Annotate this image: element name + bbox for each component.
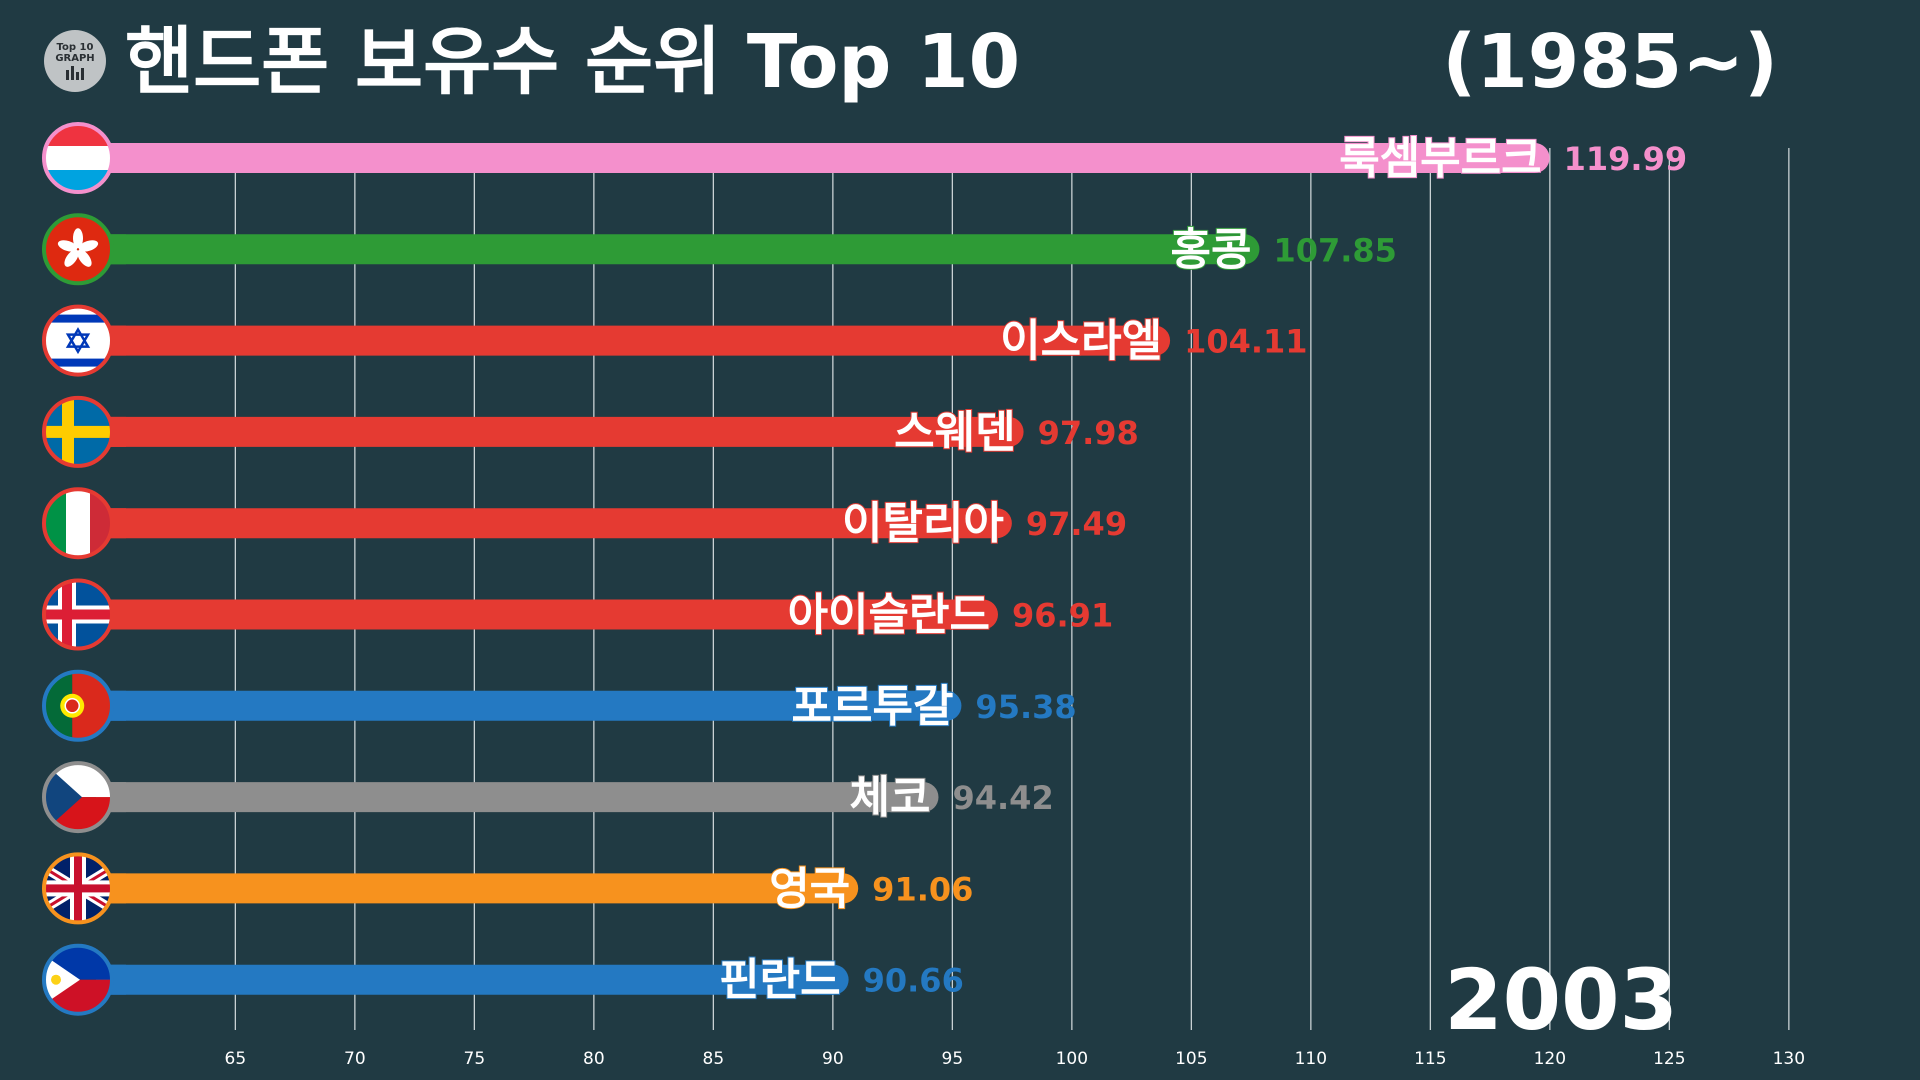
value-label: 107.85 <box>1273 231 1396 269</box>
bar-row: 아이슬란드 96.91 <box>42 578 1113 651</box>
chart-title: 핸드폰 보유수 순위 Top 10 <box>125 19 1021 105</box>
bar-row: 이스라엘 104.11 <box>42 304 1308 377</box>
value-label: 96.91 <box>1012 597 1113 635</box>
bar-row: 홍콩 107.85 <box>42 213 1397 286</box>
bar <box>96 143 1550 173</box>
year-label: 2003 <box>1444 951 1678 1049</box>
bar <box>96 873 859 904</box>
country-label: 룩셈부르크 <box>1339 133 1541 184</box>
x-tick-label: 105 <box>1175 1049 1207 1069</box>
country-label: 핀란드 <box>719 955 840 1006</box>
x-tick-label: 125 <box>1653 1049 1685 1069</box>
x-tick-label: 115 <box>1414 1049 1446 1069</box>
flag-border <box>42 395 114 468</box>
x-tick-label: 95 <box>942 1049 964 1069</box>
x-tick-label: 70 <box>344 1049 366 1069</box>
country-label: 이탈리아 <box>842 498 1004 549</box>
logo-text-graph: GRAPH <box>55 53 95 64</box>
value-label: 97.49 <box>1026 505 1127 543</box>
x-tick-label: 90 <box>822 1049 844 1069</box>
x-tick-label: 75 <box>464 1049 486 1069</box>
country-label: 포르투갈 <box>792 681 954 732</box>
x-tick-label: 120 <box>1534 1049 1566 1069</box>
flag-border <box>42 304 114 377</box>
flag-border <box>42 852 114 925</box>
bar <box>96 964 849 995</box>
bar-row: 포르투갈 95.38 <box>42 669 1077 742</box>
value-label: 90.66 <box>863 962 964 1000</box>
country-label: 홍콩 <box>1170 224 1251 275</box>
country-label: 영국 <box>769 863 850 914</box>
x-tick-label: 110 <box>1295 1049 1327 1069</box>
bar-row: 핀란드 90.66 <box>42 943 964 1016</box>
chart-subtitle: (1985~) <box>1442 19 1778 105</box>
flag-border <box>42 487 114 560</box>
x-tick-label: 65 <box>225 1049 247 1069</box>
bar <box>96 690 962 721</box>
country-label: 스웨덴 <box>894 407 1015 458</box>
bar-row: 스웨덴 97.98 <box>42 395 1139 468</box>
logo-bars-icon <box>66 66 84 80</box>
x-axis-ticks: 65 70 75 80 85 90 95 100 105 110 115 120 125 130 <box>225 1049 1806 1069</box>
flag-border <box>42 213 114 286</box>
flag-border <box>42 943 114 1016</box>
value-label: 104.11 <box>1184 323 1307 361</box>
hong-kong-flag-icon <box>45 216 111 283</box>
iceland-flag-icon <box>45 581 111 648</box>
uk-flag-icon <box>45 855 111 922</box>
bar-row: 룩셈부르크 119.99 <box>42 122 1687 194</box>
flag-border <box>42 669 114 742</box>
israel-flag-icon <box>45 307 111 374</box>
x-tick-label: 100 <box>1056 1049 1088 1069</box>
value-label: 95.38 <box>975 688 1076 726</box>
value-label: 91.06 <box>872 870 973 908</box>
country-label: 체코 <box>850 772 931 823</box>
bar <box>96 508 1012 539</box>
bar-row: 체코 94.42 <box>42 761 1054 834</box>
value-label: 94.42 <box>952 779 1053 817</box>
bar-row: 이탈리아 97.49 <box>42 487 1127 560</box>
bar <box>96 782 939 813</box>
bar <box>96 599 998 630</box>
bar <box>96 416 1024 447</box>
x-tick-label: 130 <box>1773 1049 1805 1069</box>
x-tick-label: 85 <box>703 1049 725 1069</box>
bar <box>96 234 1260 265</box>
bar <box>96 325 1171 356</box>
sweden-flag-icon <box>45 398 111 465</box>
flag-border <box>42 761 114 834</box>
bar-row: 영국 91.06 <box>42 852 973 925</box>
value-label: 119.99 <box>1564 140 1687 178</box>
flag-border <box>42 122 114 194</box>
flag-border <box>42 578 114 651</box>
x-tick-label: 80 <box>583 1049 605 1069</box>
top10-graph-logo: Top 10 GRAPH <box>44 30 106 92</box>
logo-text-top: Top 10 <box>56 42 94 53</box>
value-label: 97.98 <box>1038 414 1139 452</box>
country-label: 이스라엘 <box>1000 316 1162 367</box>
country-label: 아이슬란드 <box>788 590 990 641</box>
